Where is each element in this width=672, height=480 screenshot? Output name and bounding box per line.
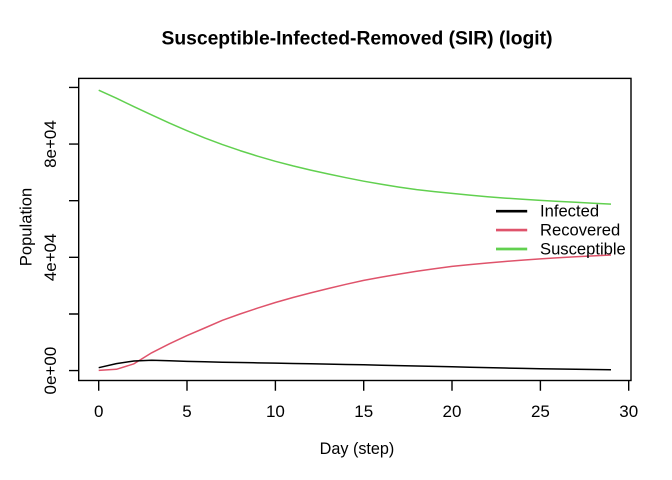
svg-text:5: 5 — [182, 402, 191, 421]
svg-text:Infected: Infected — [540, 202, 599, 221]
svg-text:10: 10 — [266, 402, 285, 421]
svg-text:Population: Population — [17, 188, 36, 266]
svg-text:Recovered: Recovered — [540, 221, 620, 240]
svg-text:4e+04: 4e+04 — [41, 233, 60, 281]
svg-text:20: 20 — [443, 402, 462, 421]
svg-text:0: 0 — [94, 402, 103, 421]
svg-text:8e+04: 8e+04 — [41, 120, 60, 168]
svg-text:25: 25 — [531, 402, 550, 421]
svg-text:Day (step): Day (step) — [320, 440, 395, 458]
svg-text:Susceptible: Susceptible — [540, 239, 626, 258]
svg-text:15: 15 — [354, 402, 373, 421]
svg-text:0e+00: 0e+00 — [41, 347, 60, 395]
svg-text:30: 30 — [619, 402, 638, 421]
svg-text:Susceptible-Infected-Removed (: Susceptible-Infected-Removed (SIR) (logi… — [161, 28, 552, 49]
